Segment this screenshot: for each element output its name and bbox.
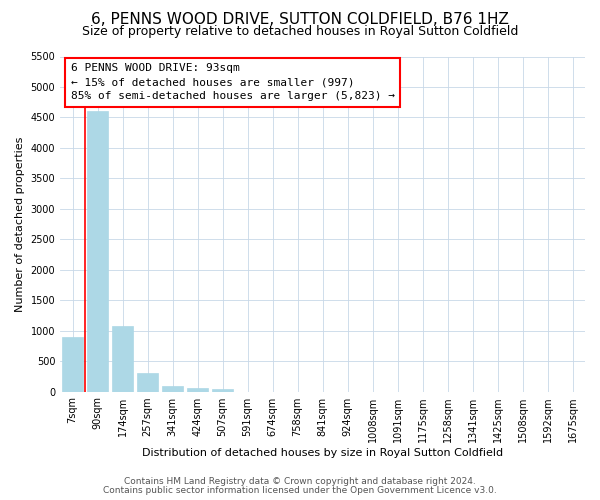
- Bar: [62, 337, 83, 392]
- Bar: [187, 388, 208, 392]
- Bar: [87, 112, 108, 392]
- Y-axis label: Number of detached properties: Number of detached properties: [15, 136, 25, 312]
- Text: Size of property relative to detached houses in Royal Sutton Coldfield: Size of property relative to detached ho…: [82, 25, 518, 38]
- X-axis label: Distribution of detached houses by size in Royal Sutton Coldfield: Distribution of detached houses by size …: [142, 448, 503, 458]
- Text: Contains public sector information licensed under the Open Government Licence v3: Contains public sector information licen…: [103, 486, 497, 495]
- Bar: [212, 389, 233, 392]
- Text: Contains HM Land Registry data © Crown copyright and database right 2024.: Contains HM Land Registry data © Crown c…: [124, 477, 476, 486]
- Text: 6, PENNS WOOD DRIVE, SUTTON COLDFIELD, B76 1HZ: 6, PENNS WOOD DRIVE, SUTTON COLDFIELD, B…: [91, 12, 509, 28]
- Bar: [112, 326, 133, 392]
- Bar: [137, 374, 158, 392]
- Bar: [162, 386, 183, 392]
- Text: 6 PENNS WOOD DRIVE: 93sqm
← 15% of detached houses are smaller (997)
85% of semi: 6 PENNS WOOD DRIVE: 93sqm ← 15% of detac…: [71, 63, 395, 101]
